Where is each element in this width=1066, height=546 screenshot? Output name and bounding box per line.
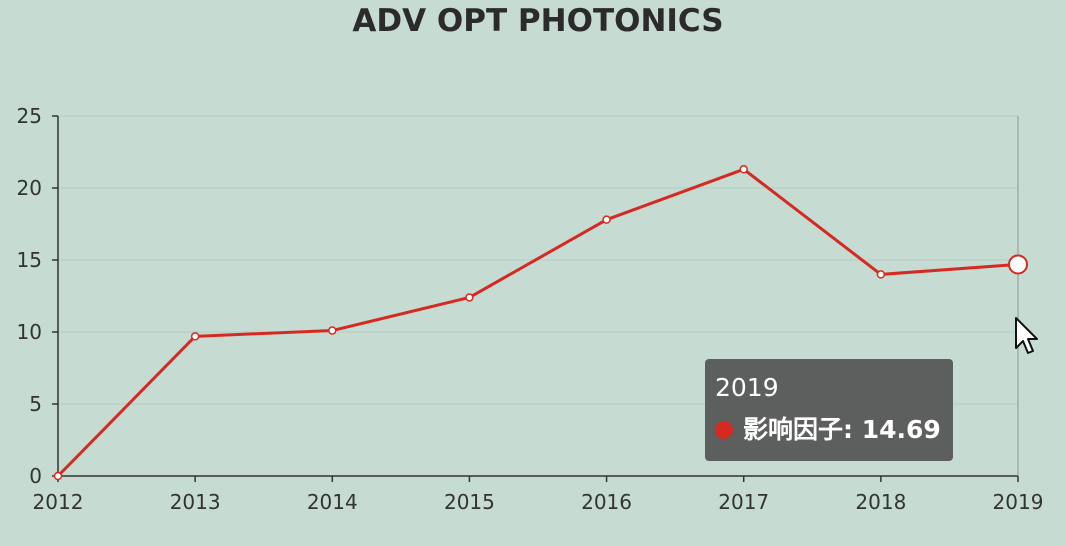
y-tick-label: 10 <box>17 320 42 344</box>
data-point <box>328 326 337 335</box>
x-tick-label: 2017 <box>718 490 769 514</box>
series <box>53 165 1028 481</box>
data-point <box>739 165 748 174</box>
x-tick-label: 2019 <box>993 490 1044 514</box>
data-point <box>602 215 611 224</box>
series-line <box>56 167 1019 478</box>
data-point <box>465 293 474 302</box>
tooltip-value: 影响因子: 14.69 <box>743 415 941 444</box>
x-tick-label: 2013 <box>170 490 221 514</box>
data-point <box>53 471 63 481</box>
series-marker-icon <box>715 421 733 439</box>
axes: 0 5 10 15 20 25 2012 2013 2014 2015 2016 2017 2018 20… <box>17 104 1044 514</box>
x-tick-label: 2018 <box>855 490 906 514</box>
y-tick-label: 20 <box>17 176 42 200</box>
x-tick-label: 2014 <box>307 490 358 514</box>
data-tooltip: 2019 影响因子: 14.69 <box>705 359 953 461</box>
data-point <box>876 270 886 279</box>
x-tick-label: 2012 <box>33 490 84 514</box>
y-tick-label: 25 <box>17 104 42 128</box>
data-point <box>190 332 200 341</box>
x-tick-label: 2016 <box>581 490 632 514</box>
tooltip-row: 影响因子: 14.69 <box>715 415 953 445</box>
chart-title: ADV OPT PHOTONICS <box>352 3 724 39</box>
y-tick-label: 5 <box>29 392 42 416</box>
y-tick-label: 0 <box>29 464 42 488</box>
data-point-active <box>1008 254 1028 275</box>
x-tick-label: 2015 <box>444 490 495 514</box>
y-tick-label: 15 <box>17 248 42 272</box>
tooltip-category: 2019 <box>715 373 779 402</box>
mouse-pointer-icon <box>1015 317 1038 354</box>
